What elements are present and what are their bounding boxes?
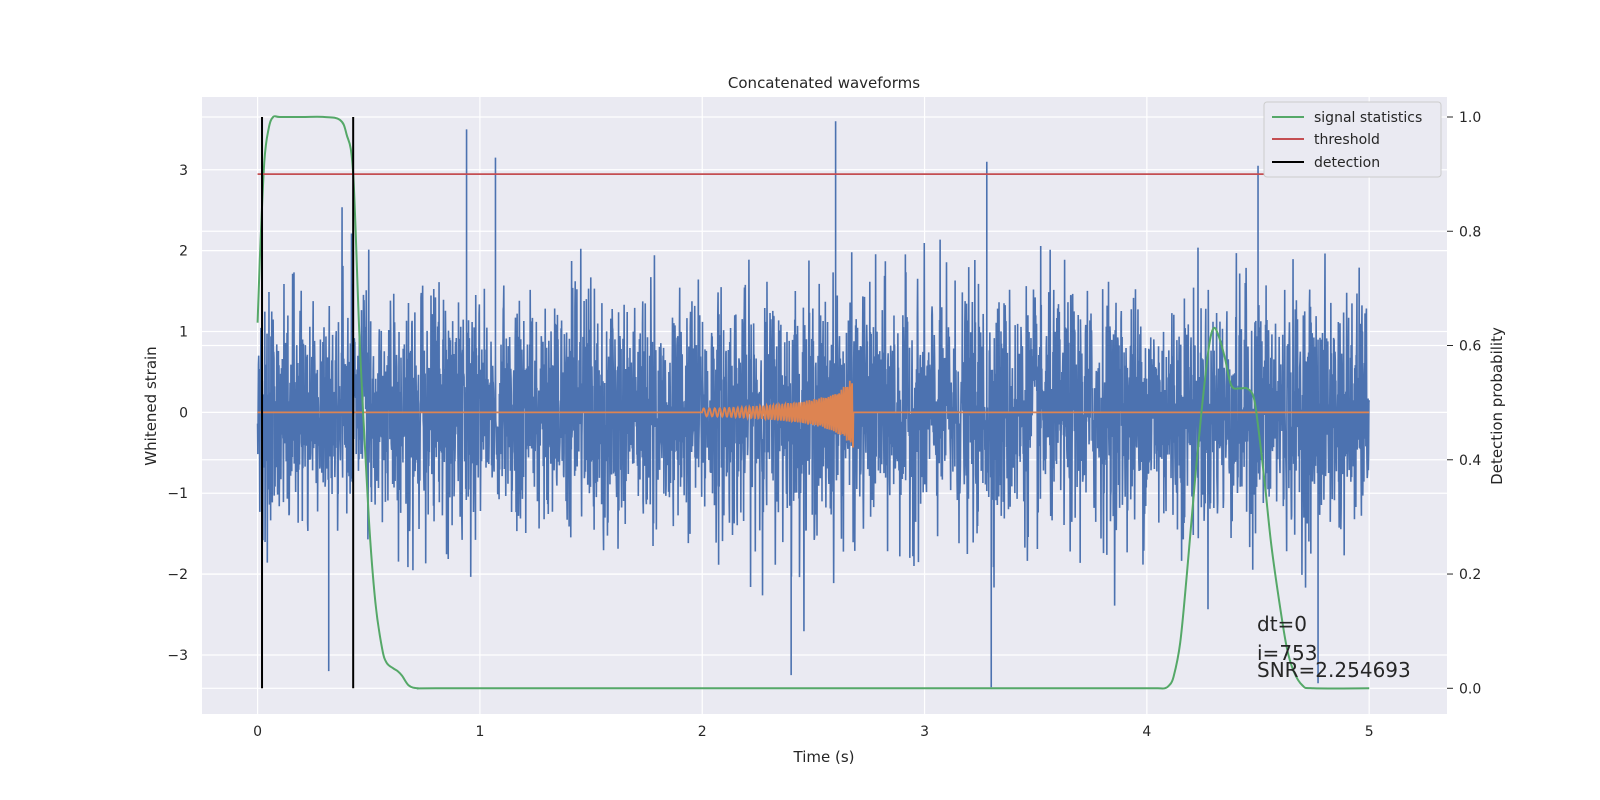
y-axis-label: Whitened strain: [142, 346, 160, 465]
x-tick-labels: 0 1 2 3 4 5: [253, 724, 1374, 740]
legend-label-threshold: threshold: [1314, 132, 1380, 148]
y-tick-label: 0: [179, 405, 188, 421]
annotation-index: i=753: [1257, 641, 1318, 665]
legend-label-signal-statistics: signal statistics: [1314, 110, 1422, 126]
x-tick-label: 4: [1142, 724, 1151, 740]
signal-statistics-series: [256, 115, 1370, 690]
noise-series: [256, 121, 1370, 688]
x-tick-label: 3: [920, 724, 929, 740]
x-tick-label: 5: [1365, 724, 1374, 740]
y-tick-label: 3: [179, 163, 188, 179]
y-tick-labels: −3 −2 −1 0 1 2 3: [167, 163, 188, 664]
chirp-line: [257, 380, 1370, 448]
annotation-dt: dt=0: [1257, 612, 1307, 636]
y-right-tick-labels: 0.0 0.2 0.4 0.6 0.8 1.0: [1447, 110, 1481, 697]
detection-series: [261, 116, 355, 689]
x-tick-label: 1: [475, 724, 484, 740]
y-right-tick-label: 0.0: [1459, 681, 1481, 697]
y-right-tick-label: 0.8: [1459, 224, 1481, 240]
y-tick-label: 2: [179, 244, 188, 260]
annotation-block: dt=0 i=753 SNR=2.254693: [1257, 612, 1411, 682]
x-axis-label: Time (s): [793, 748, 855, 766]
signal-statistics-line: [256, 115, 1370, 690]
legend: signal statistics threshold detection: [1263, 101, 1442, 178]
legend-label-detection: detection: [1314, 155, 1380, 171]
annotation-snr: SNR=2.254693: [1257, 658, 1411, 682]
y-right-axis-label: Detection probability: [1488, 327, 1506, 485]
noise-line: [256, 121, 1370, 688]
y-tick-label: 1: [179, 325, 188, 341]
x-tick-label: 0: [253, 724, 262, 740]
chirp-series: [257, 380, 1370, 448]
y-right-tick-label: 0.4: [1459, 453, 1481, 469]
y-right-tick-label: 0.2: [1459, 567, 1481, 583]
y-tick-label: −1: [167, 486, 188, 502]
y-right-tick-label: 1.0: [1459, 110, 1481, 126]
legend-box: [1263, 101, 1442, 178]
y-tick-label: −2: [167, 567, 188, 583]
y-right-tick-label: 0.6: [1459, 339, 1481, 355]
y-tick-label: −3: [167, 648, 188, 664]
x-tick-label: 2: [698, 724, 707, 740]
chart-title: Concatenated waveforms: [728, 74, 920, 92]
